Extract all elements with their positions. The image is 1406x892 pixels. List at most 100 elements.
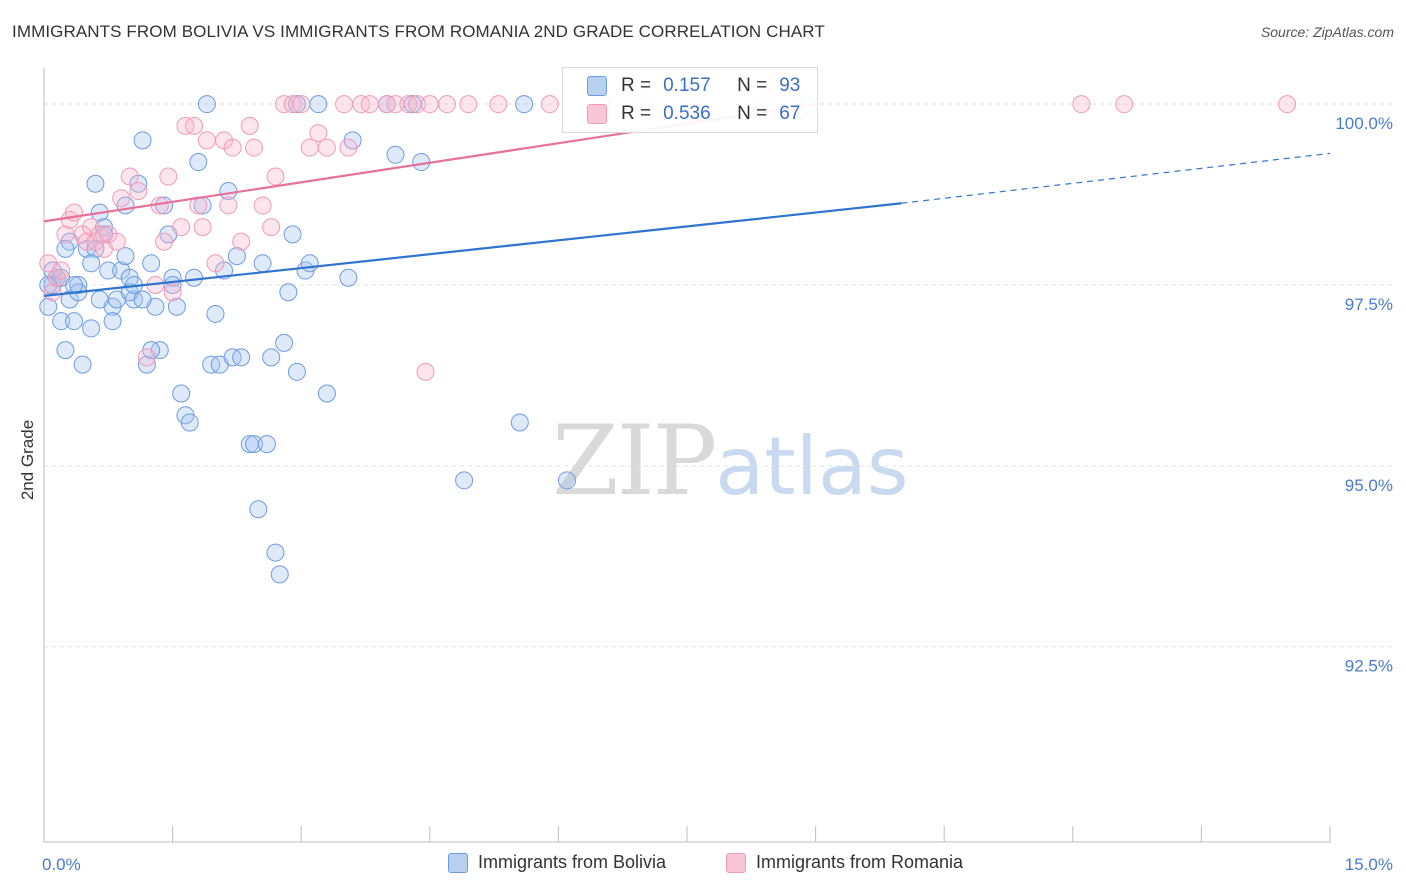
bolivia-point <box>275 333 294 352</box>
legend-bolivia-swatch <box>448 852 468 873</box>
romania-point <box>262 218 281 237</box>
source-label: Source: ZipAtlas.com <box>1260 24 1394 40</box>
bolivia-point <box>82 319 101 338</box>
romania-n-label: N = <box>737 103 768 124</box>
y-tick-label: 95.0% <box>1345 476 1393 495</box>
stats-legend: R = 0.157 N = 93 R = 0.536 N = 67 <box>562 67 818 133</box>
romania-point <box>1115 95 1134 114</box>
bolivia-point <box>262 348 281 367</box>
bolivia-point <box>386 145 405 164</box>
bolivia-r-label: R = <box>621 75 652 96</box>
romania-point <box>155 232 174 251</box>
bolivia-point <box>185 268 204 287</box>
bolivia-point <box>69 276 88 295</box>
romania-point <box>206 254 225 273</box>
romania-point <box>360 95 379 114</box>
romania-r-value: 0.536 <box>663 103 711 124</box>
romania-point <box>232 232 251 251</box>
romania-point <box>219 196 238 215</box>
bolivia-point <box>197 95 216 114</box>
bolivia-r-value: 0.157 <box>663 75 711 96</box>
romania-point <box>266 167 285 186</box>
bolivia-point <box>515 95 534 114</box>
tick-labels: 92.5% 95.0% 97.5% 100.0% 0.0% 15.0% <box>42 114 1393 874</box>
romania-point <box>253 196 272 215</box>
bolivia-point <box>167 297 186 316</box>
bolivia-point <box>86 174 105 193</box>
romania-point <box>172 218 191 237</box>
y-tick-label: 92.5% <box>1345 657 1393 676</box>
stats-row-romania: R = 0.536 N = 67 <box>563 101 800 127</box>
bolivia-point <box>180 413 199 432</box>
bolivia-point <box>300 254 319 273</box>
romania-point <box>339 138 358 157</box>
bolivia-point <box>133 131 152 150</box>
bolivia-point <box>56 239 75 258</box>
bolivia-trend-line <box>43 202 902 297</box>
bolivia-point <box>245 435 264 454</box>
watermark: ZIPatlas <box>552 405 909 517</box>
bolivia-point <box>287 362 306 381</box>
bolivia-point <box>73 355 92 374</box>
romania-n-value: 67 <box>779 103 801 124</box>
romania-point <box>240 116 259 135</box>
bolivia-swatch <box>587 76 607 96</box>
bolivia-point <box>283 225 302 244</box>
romania-point <box>129 181 148 200</box>
romania-point <box>420 95 439 114</box>
romania-point <box>459 95 478 114</box>
romania-point <box>137 348 156 367</box>
bolivia-point <box>227 247 246 266</box>
romania-point <box>407 95 426 114</box>
bolivia-point <box>557 471 576 490</box>
bolivia-point <box>287 95 306 114</box>
legend-romania-label: Immigrants from Romania <box>756 852 964 872</box>
chart-title: IMMIGRANTS FROM BOLIVIA VS IMMIGRANTS FR… <box>12 22 825 41</box>
romania-point <box>1072 95 1091 114</box>
bottom-legend: Immigrants from Bolivia Immigrants from … <box>0 852 1406 878</box>
x-tick-label: 15.0% <box>1345 855 1393 874</box>
bolivia-point <box>339 268 358 287</box>
bolivia-point <box>52 312 71 331</box>
bolivia-point <box>206 304 225 323</box>
romania-point <box>107 232 126 251</box>
romania-point <box>1278 95 1297 114</box>
bolivia-point <box>133 290 152 309</box>
bolivia-point <box>99 261 118 280</box>
romania-point <box>437 95 456 114</box>
romania-point <box>120 167 139 186</box>
bolivia-point <box>253 254 272 273</box>
romania-point <box>193 218 212 237</box>
romania-point <box>163 283 182 302</box>
bolivia-point <box>90 290 109 309</box>
bolivia-point <box>266 543 285 562</box>
bolivia-point <box>249 500 268 519</box>
data-points <box>39 95 1297 584</box>
legend-bolivia-label: Immigrants from Bolivia <box>478 852 667 872</box>
bolivia-point <box>270 565 289 584</box>
bolivia-point <box>103 312 122 331</box>
romania-point <box>223 138 242 157</box>
bolivia-point <box>56 341 75 360</box>
y-tick-label: 97.5% <box>1345 295 1393 314</box>
axes <box>43 68 1331 843</box>
romania-r-label: R = <box>621 103 652 124</box>
legend-item-romania[interactable]: Immigrants from Romania <box>726 852 963 873</box>
legend-item-bolivia[interactable]: Immigrants from Bolivia <box>448 852 666 873</box>
bolivia-point <box>309 95 328 114</box>
y-tick-label: 100.0% <box>1335 114 1393 133</box>
romania-point <box>489 95 508 114</box>
romania-point <box>245 138 264 157</box>
bolivia-point <box>232 348 251 367</box>
bolivia-point <box>257 435 276 454</box>
romania-point <box>292 95 311 114</box>
watermark-zip: ZIP <box>552 405 717 517</box>
romania-point <box>416 362 435 381</box>
romania-point <box>159 167 178 186</box>
romania-point <box>52 261 71 280</box>
bolivia-point <box>39 297 58 316</box>
bolivia-trend-extension <box>901 152 1331 204</box>
bolivia-point <box>172 384 191 403</box>
romania-swatch <box>587 104 607 124</box>
